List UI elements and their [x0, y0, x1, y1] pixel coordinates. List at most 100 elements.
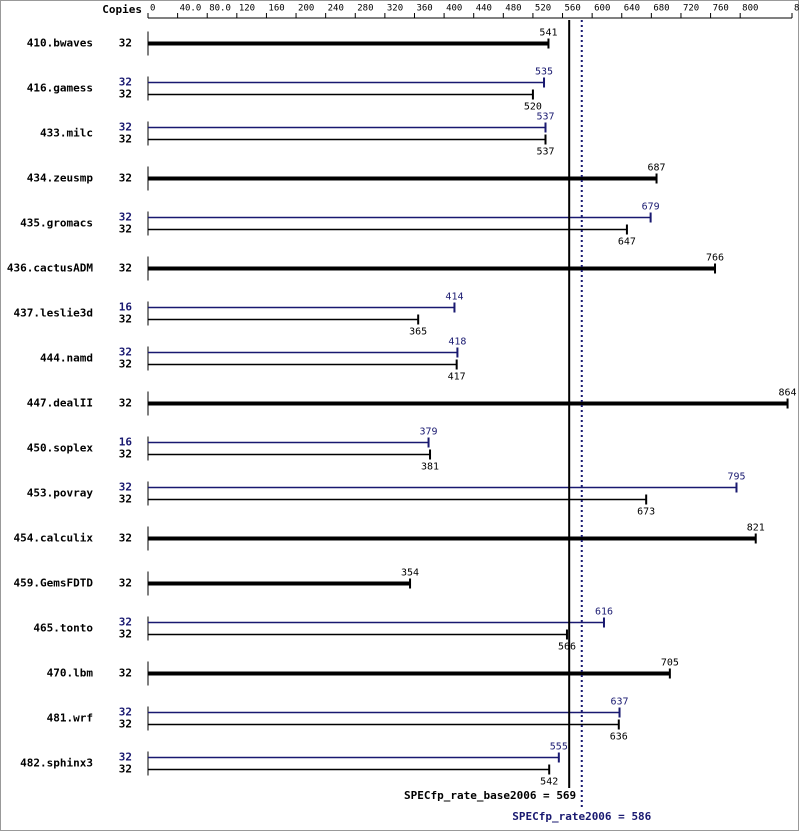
- x-tick-label: 600: [594, 4, 610, 14]
- value-label: 542: [540, 777, 558, 788]
- value-label: 687: [648, 163, 666, 174]
- benchmark-name: 436.cactusADM: [7, 262, 93, 275]
- benchmark-name: 433.milc: [40, 127, 93, 140]
- x-tick-label: 80.0: [209, 4, 231, 14]
- value-label: 537: [536, 147, 554, 158]
- x-tick-label: 120: [239, 4, 255, 14]
- value-label: 417: [448, 372, 466, 383]
- x-tick-label: 800: [742, 4, 758, 14]
- x-tick-label: 480: [505, 4, 521, 14]
- value-label: 673: [637, 507, 655, 518]
- copies: 32: [119, 346, 132, 359]
- copies: 32: [119, 577, 132, 590]
- benchmark-name: 450.soplex: [27, 442, 94, 455]
- x-tick-label: 200: [298, 4, 314, 14]
- copies: 32: [119, 751, 132, 764]
- copies: 32: [119, 448, 132, 461]
- base-metric-name: SPECfp_rate_base2006 =: [404, 789, 550, 802]
- x-tick-label: 40.0: [180, 4, 202, 14]
- copies: 32: [119, 211, 132, 224]
- copies: 32: [119, 88, 132, 101]
- x-tick-label: 280: [357, 4, 373, 14]
- copies: 32: [119, 481, 132, 494]
- value-label: 766: [706, 253, 724, 264]
- peak-metric-label: SPECfp_rate2006 = 586: [512, 810, 651, 823]
- benchmark-name: 453.povray: [27, 487, 94, 500]
- value-label: 555: [550, 742, 568, 753]
- copies: 32: [119, 706, 132, 719]
- copies: 32: [119, 133, 132, 146]
- x-tick-label: 640: [624, 4, 640, 14]
- copies: 16: [119, 436, 133, 449]
- value-label: 679: [642, 202, 660, 213]
- copies: 32: [119, 532, 132, 545]
- x-tick-label: 0: [150, 4, 155, 14]
- x-tick-label: 400: [446, 4, 462, 14]
- base-metric-label: SPECfp_rate_base2006 = 569: [404, 789, 576, 802]
- value-label: 354: [401, 568, 419, 579]
- copies: 32: [119, 262, 132, 275]
- copies: 32: [119, 397, 132, 410]
- value-label: 541: [539, 28, 557, 39]
- benchmark-name: 482.sphinx3: [20, 757, 93, 770]
- value-label: 566: [558, 642, 576, 653]
- x-tick-label: 440: [476, 4, 492, 14]
- base-metric-value: 569: [556, 789, 576, 802]
- benchmark-name: 410.bwaves: [27, 37, 93, 50]
- value-label: 381: [421, 462, 439, 473]
- copies: 32: [119, 616, 132, 629]
- x-tick-label: 240: [328, 4, 344, 14]
- value-label: 520: [524, 102, 542, 113]
- copies: 32: [119, 493, 132, 506]
- value-label: 705: [661, 658, 679, 669]
- x-tick-label: 560: [565, 4, 581, 14]
- x-tick-label: 320: [387, 4, 403, 14]
- peak-metric-value: 586: [631, 810, 651, 823]
- x-tick-label: 680: [653, 4, 669, 14]
- x-tick-label: 720: [683, 4, 699, 14]
- copies: 32: [119, 223, 132, 236]
- copies: 32: [119, 358, 132, 371]
- x-tick-label: 870: [794, 4, 799, 14]
- benchmark-name: 481.wrf: [47, 712, 93, 725]
- value-label: 537: [536, 112, 554, 123]
- copies: 32: [119, 628, 132, 641]
- axis-label: Copies: [102, 3, 142, 16]
- benchmark-name: 447.dealII: [27, 397, 93, 410]
- value-label: 418: [448, 337, 466, 348]
- x-tick-label: 520: [535, 4, 551, 14]
- benchmark-name: 444.namd: [40, 352, 93, 365]
- value-label: 414: [445, 292, 463, 303]
- copies: 32: [119, 76, 132, 89]
- value-label: 795: [727, 472, 745, 483]
- benchmark-name: 416.gamess: [27, 82, 93, 95]
- benchmark-name: 465.tonto: [33, 622, 93, 635]
- copies: 32: [119, 37, 132, 50]
- benchmark-name: 470.lbm: [47, 667, 94, 680]
- x-tick-label: 760: [713, 4, 729, 14]
- copies: 32: [119, 763, 132, 776]
- copies: 32: [119, 718, 132, 731]
- value-label: 637: [610, 697, 628, 708]
- value-label: 379: [420, 427, 438, 438]
- value-label: 647: [618, 237, 636, 248]
- copies: 32: [119, 667, 132, 680]
- value-label: 365: [409, 327, 427, 338]
- benchmark-name: 434.zeusmp: [27, 172, 94, 185]
- peak-metric-name: SPECfp_rate2006 =: [512, 810, 625, 823]
- benchmark-name: 435.gromacs: [20, 217, 93, 230]
- value-label: 616: [595, 607, 613, 618]
- x-tick-label: 360: [416, 4, 432, 14]
- x-tick-label: 160: [268, 4, 284, 14]
- benchmark-name: 454.calculix: [14, 532, 94, 545]
- benchmark-name: 459.GemsFDTD: [14, 577, 94, 590]
- value-label: 636: [610, 732, 628, 743]
- value-label: 535: [535, 67, 553, 78]
- copies: 16: [119, 301, 133, 314]
- benchmark-name: 437.leslie3d: [14, 307, 93, 320]
- copies: 32: [119, 313, 132, 326]
- copies: 32: [119, 121, 132, 134]
- value-label: 864: [779, 388, 797, 399]
- copies: 32: [119, 172, 132, 185]
